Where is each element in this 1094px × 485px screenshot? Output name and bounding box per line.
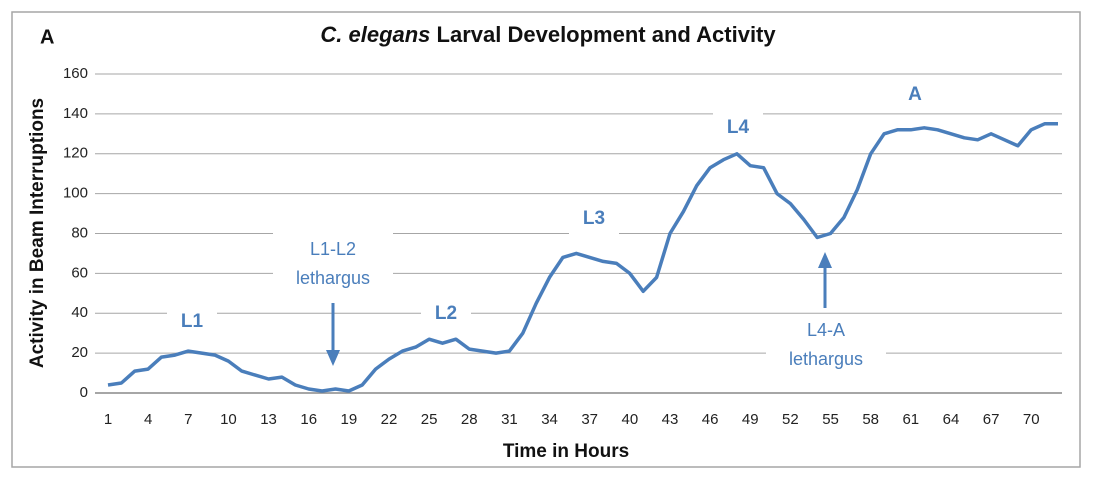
x-tick-label: 22 [381, 411, 398, 428]
y-tick-label: 100 [63, 185, 88, 202]
annotation: L1-L2 [310, 239, 356, 259]
x-tick-label: 34 [541, 411, 558, 428]
label-background [569, 202, 619, 237]
label-background [890, 78, 940, 113]
y-tick-label: 60 [71, 264, 88, 281]
label-background [273, 233, 393, 297]
x-tick-label: 46 [702, 411, 719, 428]
label-background [421, 297, 471, 332]
y-axis-title: Activity in Beam Interruptions [27, 98, 48, 368]
y-tick-label: 160 [63, 65, 88, 82]
x-tick-label: 61 [902, 411, 919, 428]
label-background [167, 305, 217, 340]
y-tick-label: 0 [80, 384, 88, 401]
annotation: lethargus [789, 349, 863, 369]
x-axis-title: Time in Hours [503, 441, 629, 462]
arrow-head [818, 252, 832, 268]
x-tick-label: 40 [621, 411, 638, 428]
x-tick-label: 25 [421, 411, 438, 428]
x-tick-label: 67 [983, 411, 1000, 428]
title-italic: C. elegans [320, 22, 430, 47]
annotation: lethargus [296, 268, 370, 288]
y-tick-label: 20 [71, 344, 88, 361]
x-tick-label: 13 [260, 411, 277, 428]
x-tick-label: 16 [300, 411, 317, 428]
y-tick-label: 80 [71, 224, 88, 241]
x-tick-label: 55 [822, 411, 839, 428]
arrow-head [326, 350, 340, 366]
x-tick-label: 28 [461, 411, 478, 428]
x-tick-label: 4 [144, 411, 152, 428]
x-tick-label: 1 [104, 411, 112, 428]
annotation: L4-A [807, 320, 845, 340]
annotation: L2 [435, 303, 457, 324]
x-tick-label: 70 [1023, 411, 1040, 428]
x-tick-label: 58 [862, 411, 879, 428]
y-tick-label: 140 [63, 105, 88, 122]
x-tick-label: 19 [341, 411, 358, 428]
x-tick-label: 43 [662, 411, 679, 428]
annotation: L3 [583, 208, 605, 229]
x-tick-label: 64 [943, 411, 960, 428]
chart-title: C. elegans Larval Development and Activi… [320, 22, 776, 47]
label-background [766, 314, 886, 378]
annotations: L1 L1-L2 lethargus L2 L3 L4 L4-A lethargus A [167, 78, 940, 378]
y-tick-label: 120 [63, 145, 88, 162]
x-tick-label: 10 [220, 411, 237, 428]
x-tick-label: 37 [581, 411, 598, 428]
annotation: L4 [727, 117, 750, 138]
annotation: L1 [181, 311, 204, 332]
x-tick-label: 52 [782, 411, 799, 428]
label-background [713, 111, 763, 146]
arrows [326, 252, 832, 366]
x-tick-label: 31 [501, 411, 518, 428]
title-rest: Larval Development and Activity [437, 22, 777, 47]
x-tick-label: 49 [742, 411, 759, 428]
panel-label: A [40, 26, 54, 48]
x-tick-label: 7 [184, 411, 192, 428]
annotation: A [908, 84, 922, 105]
y-tick-label: 40 [71, 304, 88, 321]
data-line [107, 122, 1058, 393]
